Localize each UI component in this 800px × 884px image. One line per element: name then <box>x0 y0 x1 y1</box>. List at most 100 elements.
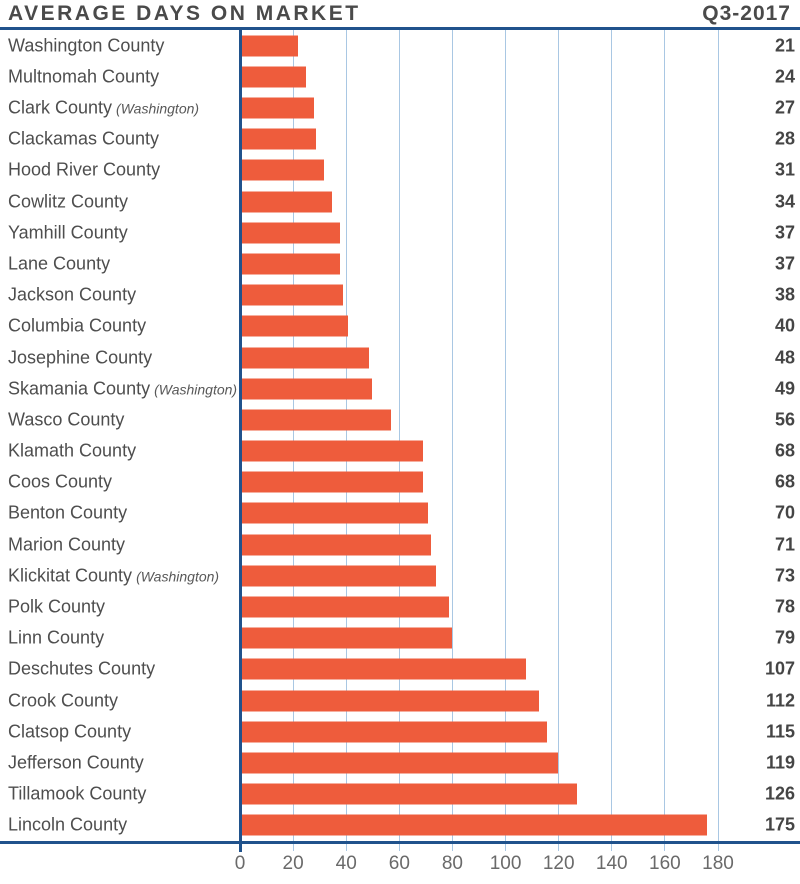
chart-row: Jefferson County 119 <box>0 747 800 778</box>
x-tick <box>345 844 347 851</box>
x-tick-label: 0 <box>234 853 246 874</box>
bar <box>242 222 341 244</box>
value-label: 34 <box>774 191 795 212</box>
bar <box>242 658 527 680</box>
bar <box>242 191 333 213</box>
county-label: Coos County <box>8 471 113 492</box>
chart-row: Coos County 68 <box>0 467 800 498</box>
chart-row: Clark County (Washington) 27 <box>0 92 800 123</box>
bar <box>242 253 341 275</box>
bar <box>242 502 428 524</box>
bar <box>242 471 423 493</box>
value-label: 119 <box>765 752 795 773</box>
county-label: Jackson County <box>8 284 137 305</box>
chart-row: Tillamook County 126 <box>0 779 800 810</box>
county-label: Crook County <box>8 690 119 711</box>
bar <box>242 128 317 150</box>
bar <box>242 565 436 587</box>
chart-row: Polk County 78 <box>0 591 800 622</box>
county-label: Multnomah County <box>8 66 160 87</box>
bar <box>242 284 343 306</box>
x-tick <box>398 844 400 851</box>
value-label: 37 <box>774 253 795 274</box>
value-label: 21 <box>774 35 795 56</box>
county-label: Josephine County <box>8 347 153 368</box>
x-tick-label: 120 <box>542 853 575 874</box>
bar <box>242 66 306 88</box>
value-label: 68 <box>774 440 795 461</box>
value-label: 68 <box>774 471 795 492</box>
x-tick-label: 40 <box>335 853 357 874</box>
chart-title: AVERAGE DAYS ON MARKET <box>8 2 361 25</box>
county-label: Lincoln County <box>8 814 128 835</box>
county-label: Linn County <box>8 627 105 648</box>
chart-row: Multnomah County 24 <box>0 61 800 92</box>
value-label: 31 <box>774 159 795 180</box>
gridline <box>505 30 507 841</box>
bar <box>242 97 314 119</box>
chart-period: Q3-2017 <box>702 2 791 25</box>
chart-row: Wasco County 56 <box>0 404 800 435</box>
x-tick-label: 80 <box>441 853 463 874</box>
county-label: Jefferson County <box>8 752 144 773</box>
county-label: Yamhill County <box>8 222 128 243</box>
county-label: Klamath County <box>8 440 137 461</box>
county-label: Polk County <box>8 596 106 617</box>
bar <box>242 159 325 181</box>
gridline <box>451 30 453 841</box>
county-suffix: (Washington) <box>136 568 220 585</box>
chart-row: Benton County 70 <box>0 498 800 529</box>
gridline <box>664 30 666 841</box>
x-axis: 0 20 40 60 80 100 120 140 160 180 <box>0 841 800 884</box>
county-label: Tillamook County <box>8 783 147 804</box>
value-label: 112 <box>765 690 795 711</box>
value-label: 79 <box>774 627 795 648</box>
county-label: Columbia County <box>8 315 147 336</box>
chart-row: Lincoln County 175 <box>0 810 800 841</box>
county-label: Clatsop County <box>8 721 132 742</box>
bar <box>242 690 540 712</box>
chart-row: Deschutes County 107 <box>0 654 800 685</box>
chart-row: Klamath County 68 <box>0 436 800 467</box>
county-label: Clark County (Washington) <box>8 97 200 118</box>
bar <box>242 627 452 649</box>
x-tick-label: 100 <box>489 853 522 874</box>
county-label: Benton County <box>8 502 128 523</box>
bar <box>242 721 548 743</box>
x-tick-label: 140 <box>595 853 628 874</box>
bar <box>242 409 391 431</box>
value-label: 40 <box>774 315 795 336</box>
value-label: 175 <box>764 814 795 835</box>
value-label: 24 <box>774 66 795 87</box>
y-axis-line <box>239 30 242 852</box>
chart-row: Clackamas County 28 <box>0 124 800 155</box>
value-label: 27 <box>774 97 795 118</box>
chart-row: Cowlitz County 34 <box>0 186 800 217</box>
bar <box>242 35 298 57</box>
value-label: 71 <box>774 534 795 555</box>
x-tick <box>664 844 666 851</box>
x-tick <box>505 844 507 851</box>
value-label: 38 <box>774 284 795 305</box>
county-label: Cowlitz County <box>8 191 129 212</box>
x-tick <box>611 844 613 851</box>
bar <box>242 440 423 462</box>
bar <box>242 814 707 836</box>
chart-area: Washington County 21 Multnomah County 24 Cla… <box>0 30 800 852</box>
x-tick <box>558 844 560 851</box>
county-suffix: (Washington) <box>154 381 238 398</box>
chart-row: Crook County 112 <box>0 685 800 716</box>
value-label: 78 <box>774 596 795 617</box>
county-label: Klickitat County (Washington) <box>8 565 220 586</box>
county-suffix: (Washington) <box>116 100 200 117</box>
chart-header: AVERAGE DAYS ON MARKET Q3-2017 <box>0 0 800 30</box>
chart-row: Marion County 71 <box>0 529 800 560</box>
x-tick-label: 60 <box>388 853 410 874</box>
x-tick-label: 160 <box>649 853 681 874</box>
value-label: 73 <box>774 565 795 586</box>
county-label: Skamania County (Washington) <box>8 378 238 399</box>
value-label: 28 <box>774 128 795 149</box>
chart-row: Jackson County 38 <box>0 280 800 311</box>
x-tick-label: 180 <box>702 853 734 874</box>
chart-row: Lane County 37 <box>0 248 800 279</box>
